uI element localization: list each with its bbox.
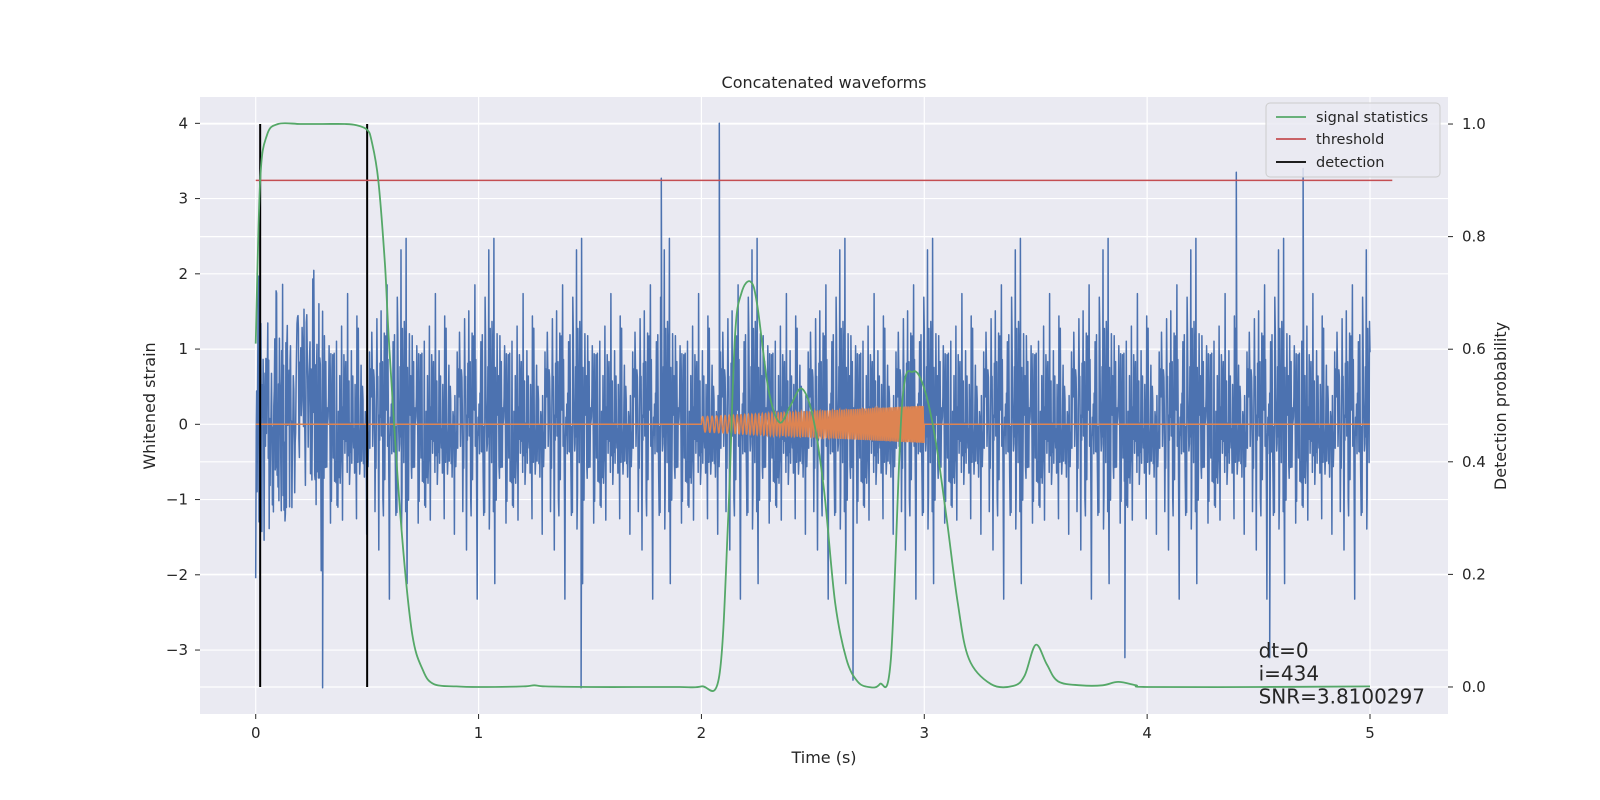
y-tick-label: 4 bbox=[178, 114, 188, 132]
y-tick-label: 2 bbox=[178, 265, 188, 283]
y2-axis-ticks: 0.0 0.2 0.4 0.6 0.8 1.0 bbox=[1448, 115, 1486, 696]
legend-label-detection: detection bbox=[1316, 155, 1384, 171]
annotation-snr: SNR=3.8100297 bbox=[1259, 685, 1425, 709]
y-tick-label: 3 bbox=[178, 190, 188, 208]
chart-title: Concatenated waveforms bbox=[722, 73, 927, 92]
x-axis-label: Time (s) bbox=[790, 748, 856, 767]
x-axis-ticks: 0 1 2 3 4 5 bbox=[251, 714, 1375, 742]
x-tick-label: 5 bbox=[1365, 724, 1375, 742]
legend: signal statistics threshold detection bbox=[1265, 102, 1441, 178]
annotation-block: dt=0 i=434 SNR=3.8100297 bbox=[1259, 639, 1425, 709]
y-tick-label: −1 bbox=[166, 491, 188, 509]
x-tick-label: 4 bbox=[1142, 724, 1152, 742]
x-tick-label: 3 bbox=[920, 724, 930, 742]
y2-tick-label: 0.8 bbox=[1462, 228, 1486, 246]
x-tick-label: 1 bbox=[474, 724, 484, 742]
y2-tick-label: 0.2 bbox=[1462, 565, 1486, 583]
x-tick-label: 0 bbox=[251, 724, 261, 742]
legend-frame bbox=[1265, 102, 1441, 178]
x-tick-label: 2 bbox=[697, 724, 707, 742]
y2-tick-label: 0.6 bbox=[1462, 340, 1486, 358]
detection-lines bbox=[259, 124, 369, 687]
y2-axis-label: Detection probability bbox=[1491, 322, 1510, 490]
y-tick-label: 0 bbox=[178, 415, 188, 433]
y2-tick-label: 1.0 bbox=[1462, 115, 1486, 133]
legend-label-threshold: threshold bbox=[1316, 132, 1384, 148]
y-tick-label: −3 bbox=[166, 641, 188, 659]
y-tick-label: −2 bbox=[166, 566, 188, 584]
y2-tick-label: 0.0 bbox=[1462, 678, 1486, 696]
signal-statistics-line bbox=[254, 122, 1371, 692]
y-axis-ticks: −3 −2 −1 0 1 2 3 4 bbox=[166, 114, 200, 659]
y-axis-label: Whitened strain bbox=[140, 342, 159, 469]
annotation-index: i=434 bbox=[1259, 662, 1320, 686]
y2-tick-label: 0.4 bbox=[1462, 453, 1486, 471]
template-series-line bbox=[255, 405, 1371, 444]
annotation-dt: dt=0 bbox=[1259, 639, 1309, 663]
legend-label-signal-statistics: signal statistics bbox=[1316, 110, 1428, 126]
y-tick-label: 1 bbox=[178, 340, 188, 358]
